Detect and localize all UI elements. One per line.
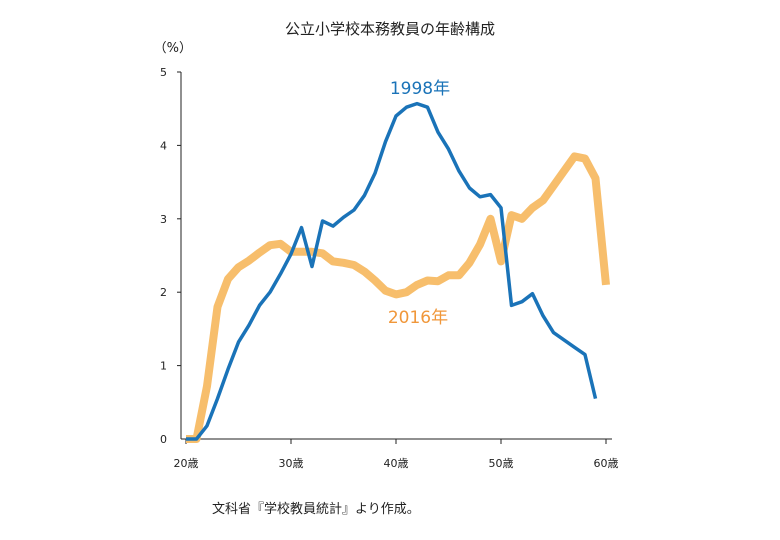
x-ticks: 20歳 30歳 40歳 50歳 60歳 [174,439,619,470]
source-note: 文科省『学校教員統計』より作成。 [212,502,420,517]
x-tick-label: 60歳 [594,457,619,470]
chart-title: 公立小学校本務教員の年齢構成 [285,20,495,38]
series-line-1 [186,152,610,443]
y-tick-label: 0 [160,433,167,446]
x-tick-label: 20歳 [174,457,199,470]
y-tick-label: 3 [160,213,167,226]
y-axis-unit: （%） [154,41,192,56]
series-lines [186,101,610,443]
series-label-2016: 2016年 [388,308,448,328]
y-ticks: 0 1 2 3 4 5 [160,66,181,446]
y-tick-label: 2 [160,286,167,299]
x-tick-label: 30歳 [279,457,304,470]
y-tick-label: 1 [160,360,167,373]
series-line-0 [186,101,598,441]
x-tick-label: 50歳 [489,457,514,470]
x-tick-label: 40歳 [384,457,409,470]
y-tick-label: 4 [160,139,167,152]
y-tick-label: 5 [160,66,167,79]
series-label-1998: 1998年 [390,79,450,99]
